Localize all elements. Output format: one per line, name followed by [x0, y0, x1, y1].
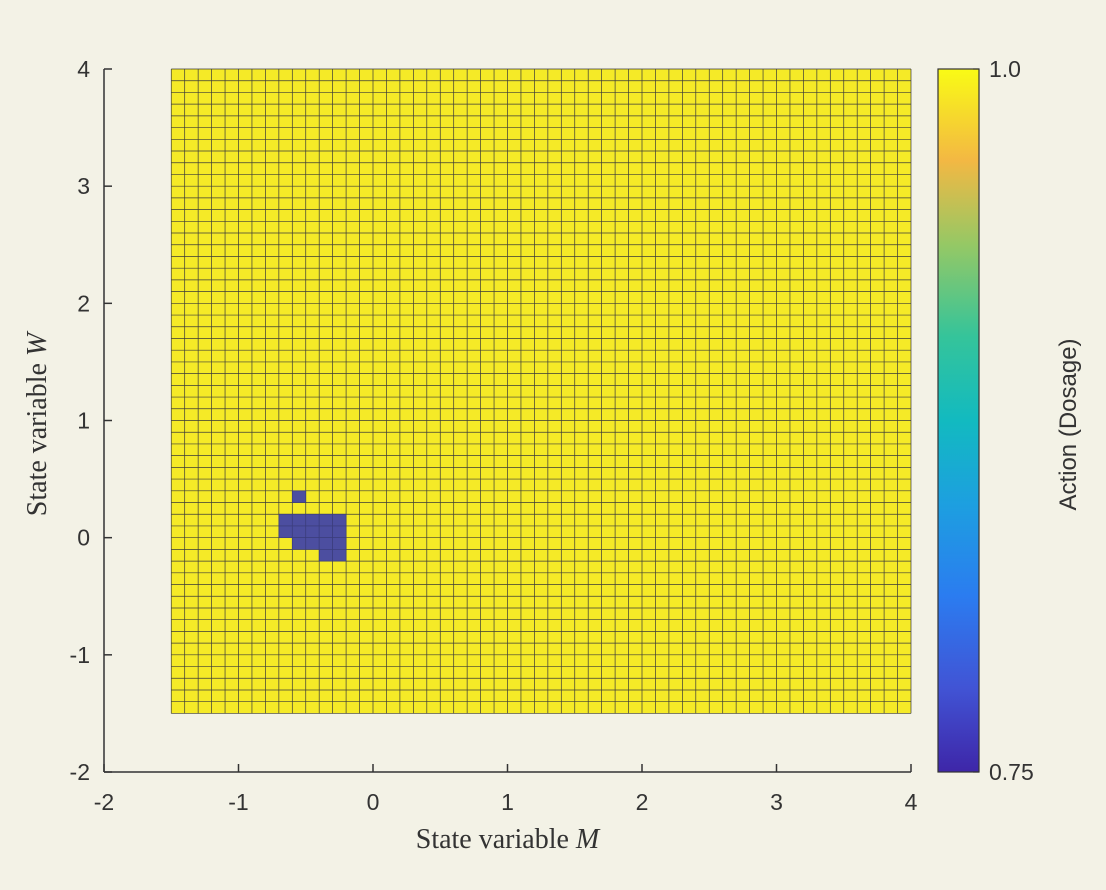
y-tick-label: 4	[77, 56, 90, 82]
heatmap-background	[171, 69, 911, 714]
axes: -2 -1 0 1 2 3 4 -2 -1 0 1 2 3 4	[70, 56, 918, 815]
x-axis-ticks: -2 -1 0 1 2 3 4	[94, 764, 918, 815]
low-dosage-cell	[291, 490, 307, 503]
colorbar-tick-label: 0.75	[989, 759, 1034, 785]
x-tick-label: 0	[367, 789, 380, 815]
heatmap-cells	[170, 68, 912, 714]
low-dosage-cell	[332, 549, 347, 562]
x-tick-label: 2	[636, 789, 649, 815]
low-dosage-cell	[318, 525, 334, 539]
y-tick-label: -2	[70, 759, 90, 785]
x-tick-label: 4	[905, 789, 918, 815]
x-tick-label: 1	[501, 789, 514, 815]
y-tick-label: 1	[77, 408, 90, 434]
low-dosage-cell	[291, 525, 307, 539]
low-dosage-cell	[332, 537, 347, 550]
y-tick-label: 3	[77, 173, 90, 199]
x-tick-label: 3	[770, 789, 783, 815]
x-axis-title: State variable M	[416, 824, 601, 855]
y-axis-title-text: State variable	[22, 356, 53, 516]
low-dosage-cell	[332, 525, 347, 539]
low-dosage-cell	[291, 537, 307, 550]
x-axis-title-var: M	[575, 824, 601, 855]
low-dosage-cell	[278, 525, 293, 539]
y-axis-title-var: W	[22, 330, 53, 356]
low-dosage-cell	[318, 537, 334, 550]
y-tick-label: 0	[77, 525, 90, 551]
colorbar-ticks: 1.0 0.75	[973, 56, 1034, 785]
low-dosage-cell	[305, 513, 320, 527]
y-axis-ticks: -2 -1 0 1 2 3 4	[70, 56, 112, 785]
low-dosage-cells	[278, 490, 347, 562]
x-tick-label: -1	[228, 789, 248, 815]
y-axis-title: State variable W	[22, 330, 53, 516]
colorbar-tick-label: 1.0	[989, 56, 1021, 82]
x-tick-label: -2	[94, 789, 114, 815]
colorbar-title: Action (Dosage)	[1055, 338, 1082, 510]
y-tick-label: -1	[70, 642, 90, 668]
low-dosage-cell	[291, 513, 307, 527]
low-dosage-cell	[278, 513, 293, 527]
low-dosage-cell	[318, 513, 334, 527]
colorbar: 1.0 0.75 Action (Dosage)	[937, 56, 1082, 785]
x-axis-title-text: State variable	[416, 824, 576, 855]
y-tick-label: 2	[77, 290, 90, 316]
low-dosage-cell	[332, 513, 347, 527]
low-dosage-cell	[305, 537, 320, 550]
low-dosage-cell	[305, 525, 320, 539]
low-dosage-cell	[318, 549, 334, 562]
plot-area	[170, 68, 912, 714]
colorbar-gradient	[937, 68, 980, 773]
